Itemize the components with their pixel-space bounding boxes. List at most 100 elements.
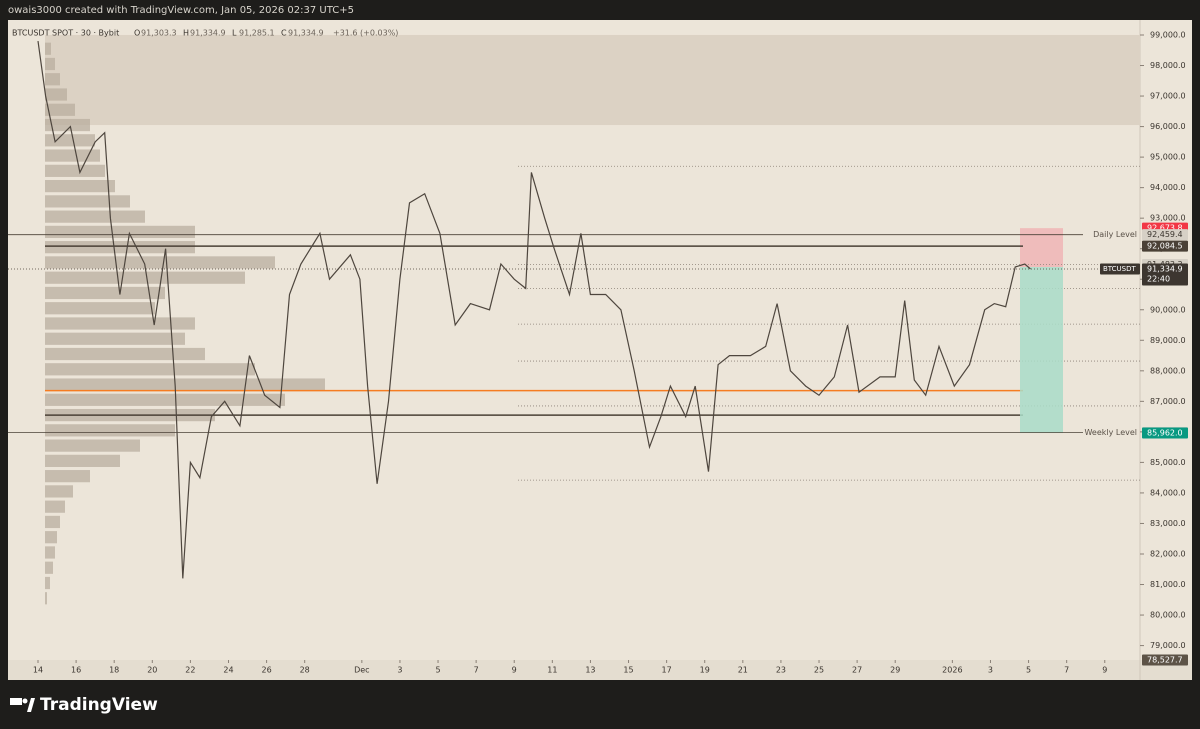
volume-profile-bar: [45, 347, 205, 361]
volume-profile-bar: [45, 225, 195, 239]
y-tick-label: 81,000.0: [1150, 580, 1186, 589]
y-tick-label: 90,000.0: [1150, 305, 1186, 314]
y-tick-label: 95,000.0: [1150, 153, 1186, 162]
x-tick-label: 25: [814, 666, 824, 675]
price-tag-label: 91,334.9: [1147, 265, 1183, 274]
x-tick-label: 16: [71, 666, 81, 675]
price-tag-label: 92,084.5: [1147, 242, 1183, 251]
volume-profile-bar: [45, 393, 285, 406]
y-tick-label: 88,000.0: [1150, 366, 1186, 375]
x-tick-label: 21: [738, 666, 748, 675]
volume-profile-bar: [45, 180, 115, 193]
y-tick-label: 87,000.0: [1150, 397, 1186, 406]
volume-profile-bar: [45, 256, 275, 269]
volume-profile-bar: [45, 103, 75, 116]
x-tick-label: 11: [547, 666, 557, 675]
volume-profile-bar: [45, 500, 65, 513]
y-tick-label: 97,000.0: [1150, 92, 1186, 101]
logo: [10, 698, 35, 712]
volume-profile-bar: [45, 149, 100, 162]
chart-panel: [8, 20, 1192, 680]
volume-profile-bar: [45, 241, 195, 254]
price-tag: [1142, 427, 1188, 439]
x-tick-label: 5: [435, 666, 440, 675]
volume-profile-bar: [45, 118, 90, 132]
x-tick-label: 18: [109, 666, 119, 675]
volume-profile-bar: [45, 210, 145, 223]
logo-mark: [22, 698, 28, 704]
price-tag: [1142, 240, 1188, 252]
symbol: BTCUSDT SPOT · 30 · Bybit: [12, 29, 119, 38]
price-tag-label: 92,459.4: [1147, 230, 1183, 239]
y-tick-label: 93,000.0: [1150, 214, 1186, 223]
credit: owais3000 created with TradingView.com, …: [8, 5, 354, 16]
x-tick-label: Dec: [354, 666, 369, 675]
volume-profile-bar: [45, 88, 67, 101]
price-tag-label: 92,673.8: [1147, 224, 1183, 233]
y-tick-label: 84,000.0: [1150, 488, 1186, 497]
x-tick-label: 28: [300, 666, 310, 675]
x-tick-label: 24: [223, 666, 233, 675]
ohlc-label: L: [232, 29, 237, 38]
y-tick-label: 98,000.0: [1150, 61, 1186, 70]
volume-profile-bar: [45, 195, 130, 208]
volume-profile-bar: [45, 164, 105, 177]
ohlc-value: 91,303.3: [141, 29, 177, 38]
volume-profile-bar: [45, 439, 140, 452]
brand: TradingView: [40, 695, 158, 715]
x-tick-label: 13: [585, 666, 595, 675]
x-tick-label: 3: [397, 666, 402, 675]
y-tick-label: 82,000.0: [1150, 549, 1186, 558]
y-tick-label: 79,000.0: [1150, 641, 1186, 650]
price-line-series: [37, 41, 1031, 579]
symbol-tag-label: BTCUSDT: [1103, 265, 1137, 273]
symbol-tag: [1100, 263, 1140, 275]
volume-profile-bar: [45, 317, 195, 330]
ohlc-label: C: [281, 29, 287, 38]
x-tick-label: 7: [1064, 666, 1069, 675]
supply-zone: [45, 34, 1140, 126]
x-tick-label: 2026: [942, 666, 962, 675]
change: +31.6 (+0.03%): [333, 29, 398, 38]
volume-profile-bar: [45, 42, 51, 55]
x-tick-label: 7: [474, 666, 479, 675]
volume-profile-bar: [45, 286, 165, 300]
x-tick-label: 23: [776, 666, 786, 675]
volume-profile-bar: [45, 302, 155, 315]
level-note: Daily Level: [1093, 230, 1137, 239]
y-tick-label: 94,000.0: [1150, 183, 1186, 192]
volume-profile-bar: [45, 134, 95, 147]
y-tick-label: 83,000.0: [1150, 519, 1186, 528]
volume-profile-bar: [45, 271, 245, 284]
volume-profile-bar: [45, 332, 185, 345]
volume-profile-bar: [45, 363, 255, 376]
volume-profile-bar: [45, 73, 60, 86]
x-tick-label: 14: [33, 666, 43, 675]
x-tick-label: 29: [890, 666, 900, 675]
y-tick-label: 96,000.0: [1150, 122, 1186, 131]
volume-profile-bar: [45, 592, 47, 605]
x-tick-label: 9: [1102, 666, 1107, 675]
x-tick-label: 3: [988, 666, 993, 675]
volume-profile-bar: [45, 576, 50, 590]
logo-mark: [10, 698, 22, 705]
price-tag: [1142, 263, 1188, 286]
volume-profile-bar: [45, 470, 90, 483]
x-tick-label: 22: [185, 666, 195, 675]
volume-profile-bar: [45, 561, 53, 574]
x-tick-label: 5: [1026, 666, 1031, 675]
logo-mark: [27, 698, 35, 712]
volume-profile-bar: [45, 485, 73, 498]
ohlc-label: H: [183, 29, 189, 38]
y-tick-label: 80,000.0: [1150, 611, 1186, 620]
volume-profile-bar: [45, 424, 175, 437]
x-tick-label: 17: [662, 666, 672, 675]
ohlc-label: O: [134, 29, 140, 38]
y-tick-label: 99,000.0: [1150, 30, 1186, 39]
ohlc-value: 91,285.1: [239, 29, 275, 38]
countdown: 22:40: [1147, 275, 1170, 284]
price-tag-label: 78,527.7: [1147, 656, 1183, 665]
volume-profile-bar: [45, 546, 55, 559]
